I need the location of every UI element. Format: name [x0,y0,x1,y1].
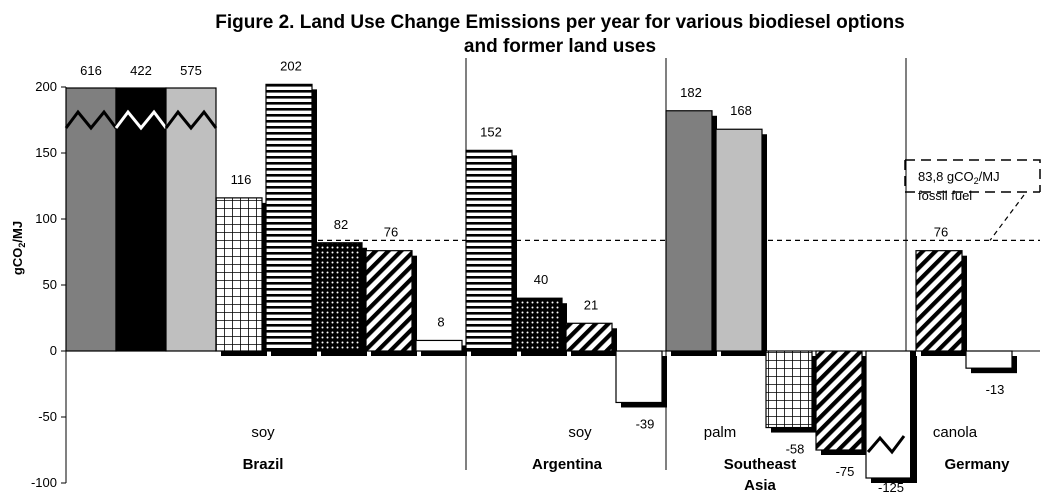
axis-break-mark [64,109,118,131]
group-country-label-line2: Asia [744,477,776,494]
chart-title-line2: and former land uses [464,36,656,57]
bar [165,87,217,352]
bar [215,197,263,352]
group-crop-label: palm [704,424,737,441]
y-axis-label: gCO2/MJ [10,221,27,275]
bar-value-label: 40 [534,272,548,287]
bar [715,128,763,352]
bar [415,339,463,352]
bar [765,350,813,429]
bar [365,250,413,352]
y-tick-label: 0 [50,343,57,358]
bar [565,322,613,352]
bar-value-label: 8 [437,314,444,329]
bar-value-label: 168 [730,103,752,118]
y-tick-label: -100 [31,475,57,490]
bar [265,83,313,352]
reference-label-line1: 83,8 gCO2/MJ [918,169,1000,186]
bar-value-label: 21 [584,297,598,312]
bar-value-label: 182 [680,85,702,100]
bar-value-label: 76 [384,225,398,240]
y-tick-label: 50 [43,277,57,292]
bars [64,83,1017,483]
group-crop-label: canola [933,424,978,441]
bar-shadow [910,351,916,479]
bar-value-label: 616 [80,63,102,78]
bar-value-label: 116 [231,172,252,187]
group-country-label: Argentina [532,456,603,473]
axis-break-mark [114,109,168,131]
bar-value-label: 422 [130,63,152,78]
reference-leader-line [989,194,1025,241]
y-tick-label: 100 [35,211,57,226]
reference-box-outline [904,159,1041,193]
bar [315,242,363,352]
bar-value-label: 82 [334,217,348,232]
group-country-label: Southeast [724,456,797,473]
bar-value-label: -75 [836,464,855,479]
bar [615,350,663,404]
bar-value-label: 575 [180,63,202,78]
bar-value-label: -13 [986,382,1005,397]
y-tick-label: -50 [38,409,57,424]
bar-value-label: -58 [786,442,805,457]
group-crop-label: soy [251,424,275,441]
bar-value-label: 152 [480,124,502,139]
group-crop-label: soy [568,424,592,441]
y-tick-label: 150 [35,145,57,160]
bar [665,110,713,352]
bar [515,297,563,352]
bar [115,87,167,352]
axis-break-mark [866,435,906,455]
reference-annotation: 83,8 gCO2/MJ fossil fuel [918,169,1000,203]
bar [915,250,963,352]
group-country-label: Germany [944,456,1010,473]
labels: 616 422 575 116 202 82 76 8 152 40 21 -39 182 168 -58 -… [80,58,1010,495]
bar [965,350,1013,369]
y-tick-label: 200 [35,79,57,94]
chart-title: Figure 2. Land Use Change Emissions per … [215,12,904,33]
bar-value-label: 76 [934,225,948,240]
group-country-label: Brazil [243,456,284,473]
bar [865,350,913,479]
bar-value-label: -39 [636,416,655,431]
bar [815,350,863,451]
bar-value-label: 202 [280,58,302,73]
axis-break-mark [164,109,218,131]
bar [465,149,513,352]
bar-value-label: -125 [878,480,904,495]
reference-label-line2: fossil fuel [918,188,972,203]
